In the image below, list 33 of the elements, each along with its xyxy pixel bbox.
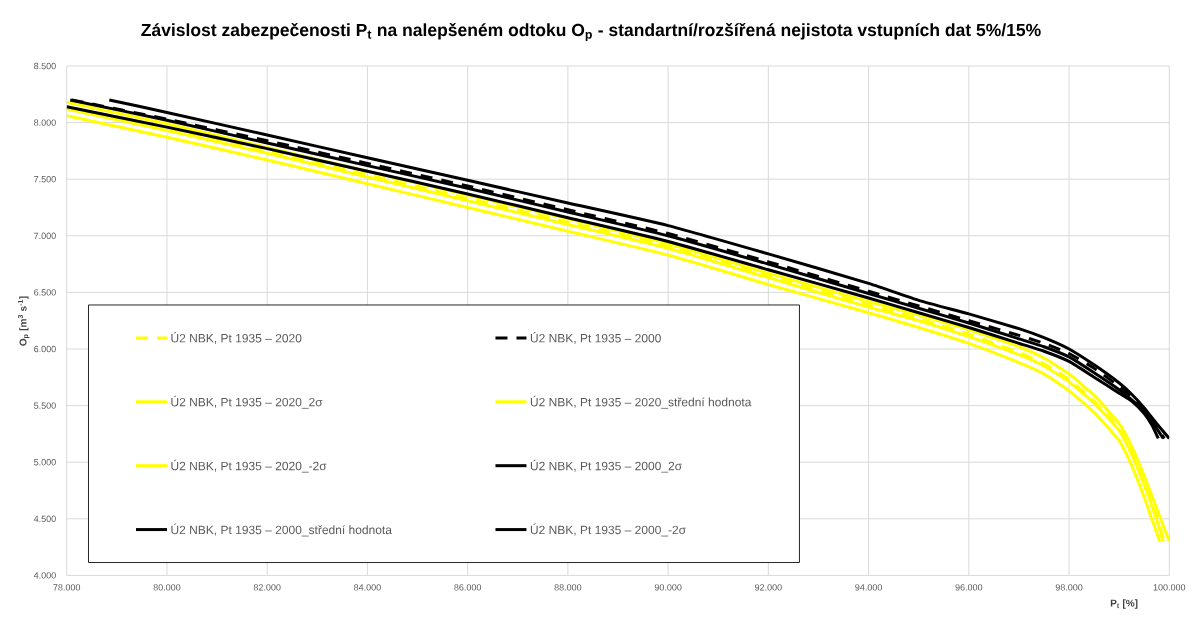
legend-label: Ú2 NBK, Pt 1935 – 2000_-2σ bbox=[530, 523, 686, 537]
x-tick-label: 98.000 bbox=[1055, 584, 1083, 591]
x-tick-label: 92.000 bbox=[755, 584, 782, 591]
y-tick-label: 7.500 bbox=[34, 176, 56, 183]
y-tick-label: 8.500 bbox=[34, 62, 56, 70]
legend-label: Ú2 NBK, Pt 1935 – 2000_2σ bbox=[530, 459, 682, 473]
y-tick-label: 6.500 bbox=[34, 289, 56, 296]
y-tick-label: 8.000 bbox=[34, 119, 56, 126]
x-tick-label: 100.000 bbox=[1153, 584, 1186, 591]
x-tick-label: 86.000 bbox=[454, 584, 482, 591]
legend-label: Ú2 NBK, Pt 1935 – 2020_střední hodnota bbox=[530, 395, 752, 409]
legend-label: Ú2 NBK, Pt 1935 – 2000_střední hodnota bbox=[171, 523, 392, 537]
x-tick-label: 88.000 bbox=[554, 584, 582, 591]
x-tick-label: 78.000 bbox=[53, 584, 81, 591]
y-tick-label: 7.000 bbox=[34, 232, 56, 239]
y-axis-title: O$_{p}$ [m$^{3}$ s$^{-1}$] bbox=[17, 296, 30, 346]
x-tick-label: 82.000 bbox=[253, 584, 281, 591]
x-tick-label: 96.000 bbox=[955, 584, 983, 591]
x-tick-label: 94.000 bbox=[855, 584, 882, 591]
legend-label: Ú2 NBK, Pt 1935 – 2020 bbox=[171, 331, 302, 344]
y-tick-label: 5.500 bbox=[34, 402, 56, 409]
legend-label: Ú2 NBK, Pt 1935 – 2020_-2σ bbox=[171, 459, 327, 473]
legend-label: Ú2 NBK, Pt 1935 – 2020_2σ bbox=[171, 395, 323, 409]
x-tick-label: 90.000 bbox=[654, 584, 682, 591]
y-tick-label: 4.000 bbox=[33, 572, 56, 579]
y-tick-label: 4.500 bbox=[33, 515, 56, 522]
x-tick-label: 84.000 bbox=[354, 584, 381, 591]
x-tick-label: 80.000 bbox=[153, 584, 181, 591]
y-tick-label: 5.000 bbox=[34, 459, 56, 466]
legend-label: Ú2 NBK, Pt 1935 – 2000 bbox=[530, 331, 661, 344]
x-axis-title: P$_{t}$ [%] bbox=[1110, 599, 1138, 609]
chart-title: Závislost zabezpečenosti P$_{t}$ na nalepšeném odtoku O$_{p}$ - standartní/rozšířená nejistota vstupních dat 5%/15% bbox=[141, 22, 1041, 42]
y-tick-label: 6.000 bbox=[34, 345, 56, 353]
